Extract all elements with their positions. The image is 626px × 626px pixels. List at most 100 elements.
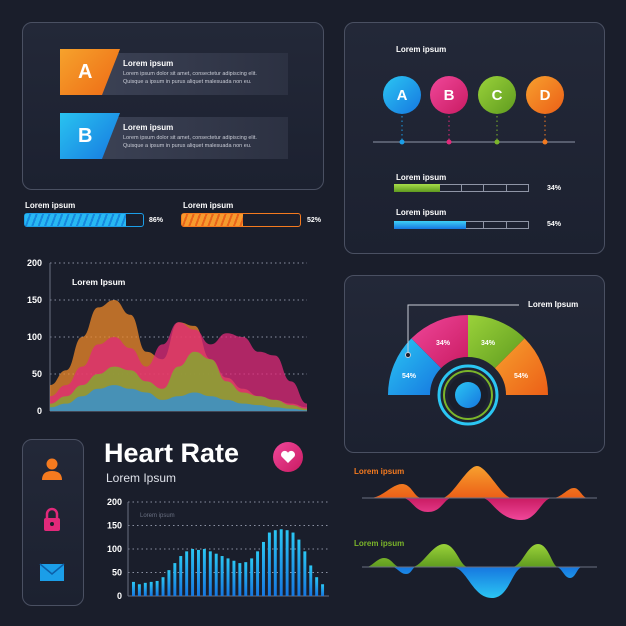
user-icon[interactable] — [39, 456, 65, 482]
heart-bar-chart: 200 150 100 50 0 — [107, 497, 329, 601]
ab-panel — [22, 22, 324, 190]
heart-bar — [262, 541, 265, 596]
heart-bar — [279, 529, 283, 596]
gauge-title: Lorem Ipsum — [528, 300, 579, 309]
wave-1-bottom — [402, 498, 552, 520]
timeline-bar-segment — [483, 221, 507, 229]
heart-bar — [167, 570, 171, 596]
gauge-segment-green — [468, 314, 525, 369]
heart-bar — [185, 551, 189, 596]
wave-2-label: Lorem ipsum — [354, 539, 405, 548]
timeline-bar-fill — [394, 184, 440, 192]
gauge-label-1: 54% — [402, 373, 417, 380]
timeline-bar-segment — [505, 184, 529, 192]
heart-bar — [132, 581, 135, 596]
progress-1-label: Lorem ipsum — [25, 201, 76, 210]
heart-bar — [273, 530, 277, 596]
wave-2 — [362, 544, 597, 598]
heart-title: Heart Rate — [104, 438, 240, 468]
heart-bar — [297, 539, 301, 596]
gauge-chart — [387, 304, 548, 426]
area-chart: 200 150 100 50 0 — [27, 258, 307, 416]
timeline-bar-1-label: Lorem ipsum — [396, 173, 447, 182]
mail-icon[interactable] — [39, 559, 65, 585]
bar-y-tick: 50 — [112, 568, 122, 578]
row-b-letter: B — [78, 124, 93, 147]
step-a-label: A — [396, 86, 408, 104]
step-b-label: B — [443, 86, 455, 104]
heart-bar — [191, 549, 195, 596]
wave-2-bottom — [392, 567, 582, 598]
row-a-letter: A — [78, 60, 93, 83]
heart-bar — [179, 556, 183, 596]
area-y-tick: 50 — [32, 369, 42, 379]
heart-bar — [315, 577, 319, 596]
heart-bar — [321, 584, 325, 596]
row-a-line1: Lorem ipsum dolor sit amet, consectetur … — [123, 71, 257, 77]
heart-bar — [137, 584, 141, 596]
heart-subtitle: Lorem Ipsum — [106, 471, 177, 485]
timeline-bar-2-label: Lorem ipsum — [396, 208, 447, 217]
wave-1 — [362, 466, 597, 520]
timeline-bar-fill — [394, 221, 467, 229]
lock-icon[interactable] — [39, 506, 65, 532]
wave-2-top — [366, 544, 558, 567]
step-b-dot — [446, 139, 452, 145]
progress-2-value: 52% — [307, 217, 322, 224]
bar-y-tick: 0 — [117, 591, 122, 601]
row-a-line2: Quisque a ipsum in purus aliquet malesua… — [123, 79, 252, 85]
heart-bar — [244, 562, 248, 596]
heart-bar — [173, 563, 177, 596]
timeline-bar-2-value: 54% — [547, 221, 562, 228]
gauge-segment-blue — [387, 338, 442, 395]
bar-y-tick: 200 — [107, 497, 122, 507]
heart-bar — [214, 553, 218, 596]
row-b-line1: Lorem ipsum dolor sit amet, consectetur … — [123, 135, 257, 141]
step-b-circle[interactable]: B — [430, 76, 468, 114]
area-chart-title: Lorem Ipsum — [72, 277, 126, 287]
heart-bar — [143, 582, 147, 596]
heart-bar — [291, 532, 295, 596]
area-y-tick: 200 — [27, 258, 42, 268]
progress-1-track — [24, 213, 144, 227]
heart-bar — [161, 577, 165, 596]
heart-bar — [208, 551, 212, 596]
step-d-dot — [542, 139, 548, 145]
row-a-text: Lorem ipsum Lorem ipsum dolor sit amet, … — [123, 59, 257, 86]
row-a-title: Lorem ipsum — [123, 59, 174, 68]
heart-bar — [256, 551, 260, 596]
timeline-bar-segment — [438, 184, 462, 192]
area-y-tick: 150 — [27, 295, 42, 305]
gauge-segment-orange — [494, 338, 548, 395]
step-c-label: C — [491, 86, 503, 104]
timeline-bar-segment — [483, 184, 507, 192]
area-series-3 — [50, 385, 307, 411]
progress-2-track — [181, 213, 301, 227]
timeline-bar-segment — [461, 184, 485, 192]
row-b-text: Lorem ipsum Lorem ipsum dolor sit amet, … — [123, 123, 257, 150]
progress-1-value: 86% — [149, 217, 164, 224]
area-y-tick: 0 — [37, 406, 42, 416]
timeline-title: Lorem ipsum — [396, 45, 447, 54]
step-a-circle[interactable]: A — [383, 76, 421, 114]
bar-y-tick: 100 — [107, 544, 122, 554]
gauge-label-2: 34% — [436, 340, 451, 347]
step-c-circle[interactable]: C — [478, 76, 516, 114]
progress-2-fill — [182, 214, 244, 226]
row-b-line2: Quisque a ipsum in purus aliquet malesua… — [123, 143, 252, 149]
gauge-center-dot — [455, 382, 481, 408]
row-a-bar — [96, 53, 288, 95]
wave-1-top — [370, 466, 588, 498]
timeline-panel — [344, 22, 605, 254]
row-b-title: Lorem ipsum — [123, 123, 174, 132]
heart-icon[interactable] — [273, 442, 303, 472]
heart-bar — [267, 532, 271, 596]
heart-bar — [232, 560, 236, 596]
gauge-segment-pink — [411, 314, 468, 369]
timeline-bar-segment — [505, 221, 529, 229]
heart-bar — [309, 565, 313, 596]
step-d-circle[interactable]: D — [526, 76, 564, 114]
step-d-label: D — [539, 86, 551, 104]
heart-bar — [155, 580, 159, 596]
heart-bar — [285, 530, 289, 596]
